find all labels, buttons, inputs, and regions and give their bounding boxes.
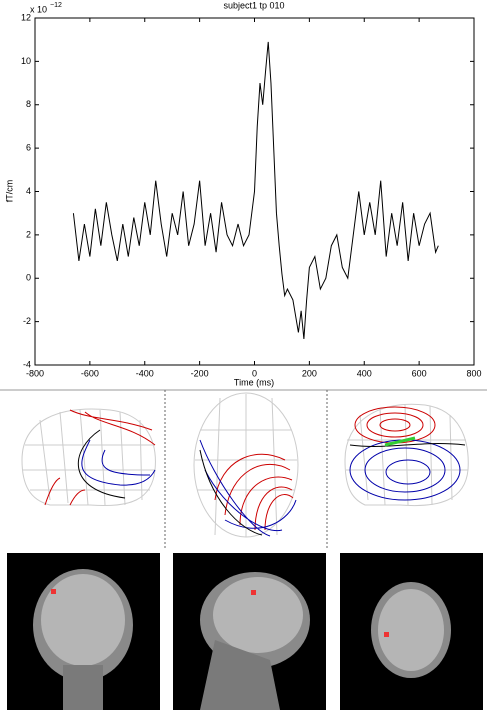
y-tick-label: 2 bbox=[26, 229, 31, 239]
x-tick-label: -200 bbox=[191, 368, 209, 378]
y-tick-label: -4 bbox=[23, 359, 31, 369]
y-tick-label: 0 bbox=[26, 273, 31, 283]
topography-left bbox=[21, 408, 156, 507]
mri-sagittal bbox=[173, 553, 326, 710]
mri-axial bbox=[340, 553, 483, 710]
x-axis-label: Time (ms) bbox=[234, 377, 274, 387]
y-scale-exponent: −12 bbox=[50, 2, 62, 9]
topography-right bbox=[344, 403, 469, 507]
x-tick-label: 600 bbox=[412, 368, 427, 378]
signal-line bbox=[72, 41, 439, 340]
axes: -800 -600 -400 -200 0 200 400 600 800 -4 -2 0 2 4 6 8 10… bbox=[21, 12, 482, 378]
y-tick-label: -2 bbox=[23, 316, 31, 326]
y-tick-label: 8 bbox=[26, 99, 31, 109]
y-tick-label: 10 bbox=[21, 56, 31, 66]
x-tick-label: -800 bbox=[26, 368, 44, 378]
mri-coronal bbox=[7, 553, 160, 710]
x-tick-label: 0 bbox=[252, 368, 257, 378]
y-tick-label: 6 bbox=[26, 143, 31, 153]
x-tick-label: 400 bbox=[357, 368, 372, 378]
x-tick-label: 200 bbox=[302, 368, 317, 378]
x-tick-label: -400 bbox=[136, 368, 154, 378]
x-tick-label: -600 bbox=[81, 368, 99, 378]
topography-center bbox=[193, 392, 299, 538]
x-tick-label: 800 bbox=[466, 368, 481, 378]
y-tick-label: 4 bbox=[26, 186, 31, 196]
y-scale-label: x 10 bbox=[30, 4, 47, 14]
chart-title: subject1 tp 010 bbox=[223, 0, 284, 10]
y-axis-label: fT/cm bbox=[4, 180, 14, 203]
y-tick-label: 12 bbox=[21, 12, 31, 22]
